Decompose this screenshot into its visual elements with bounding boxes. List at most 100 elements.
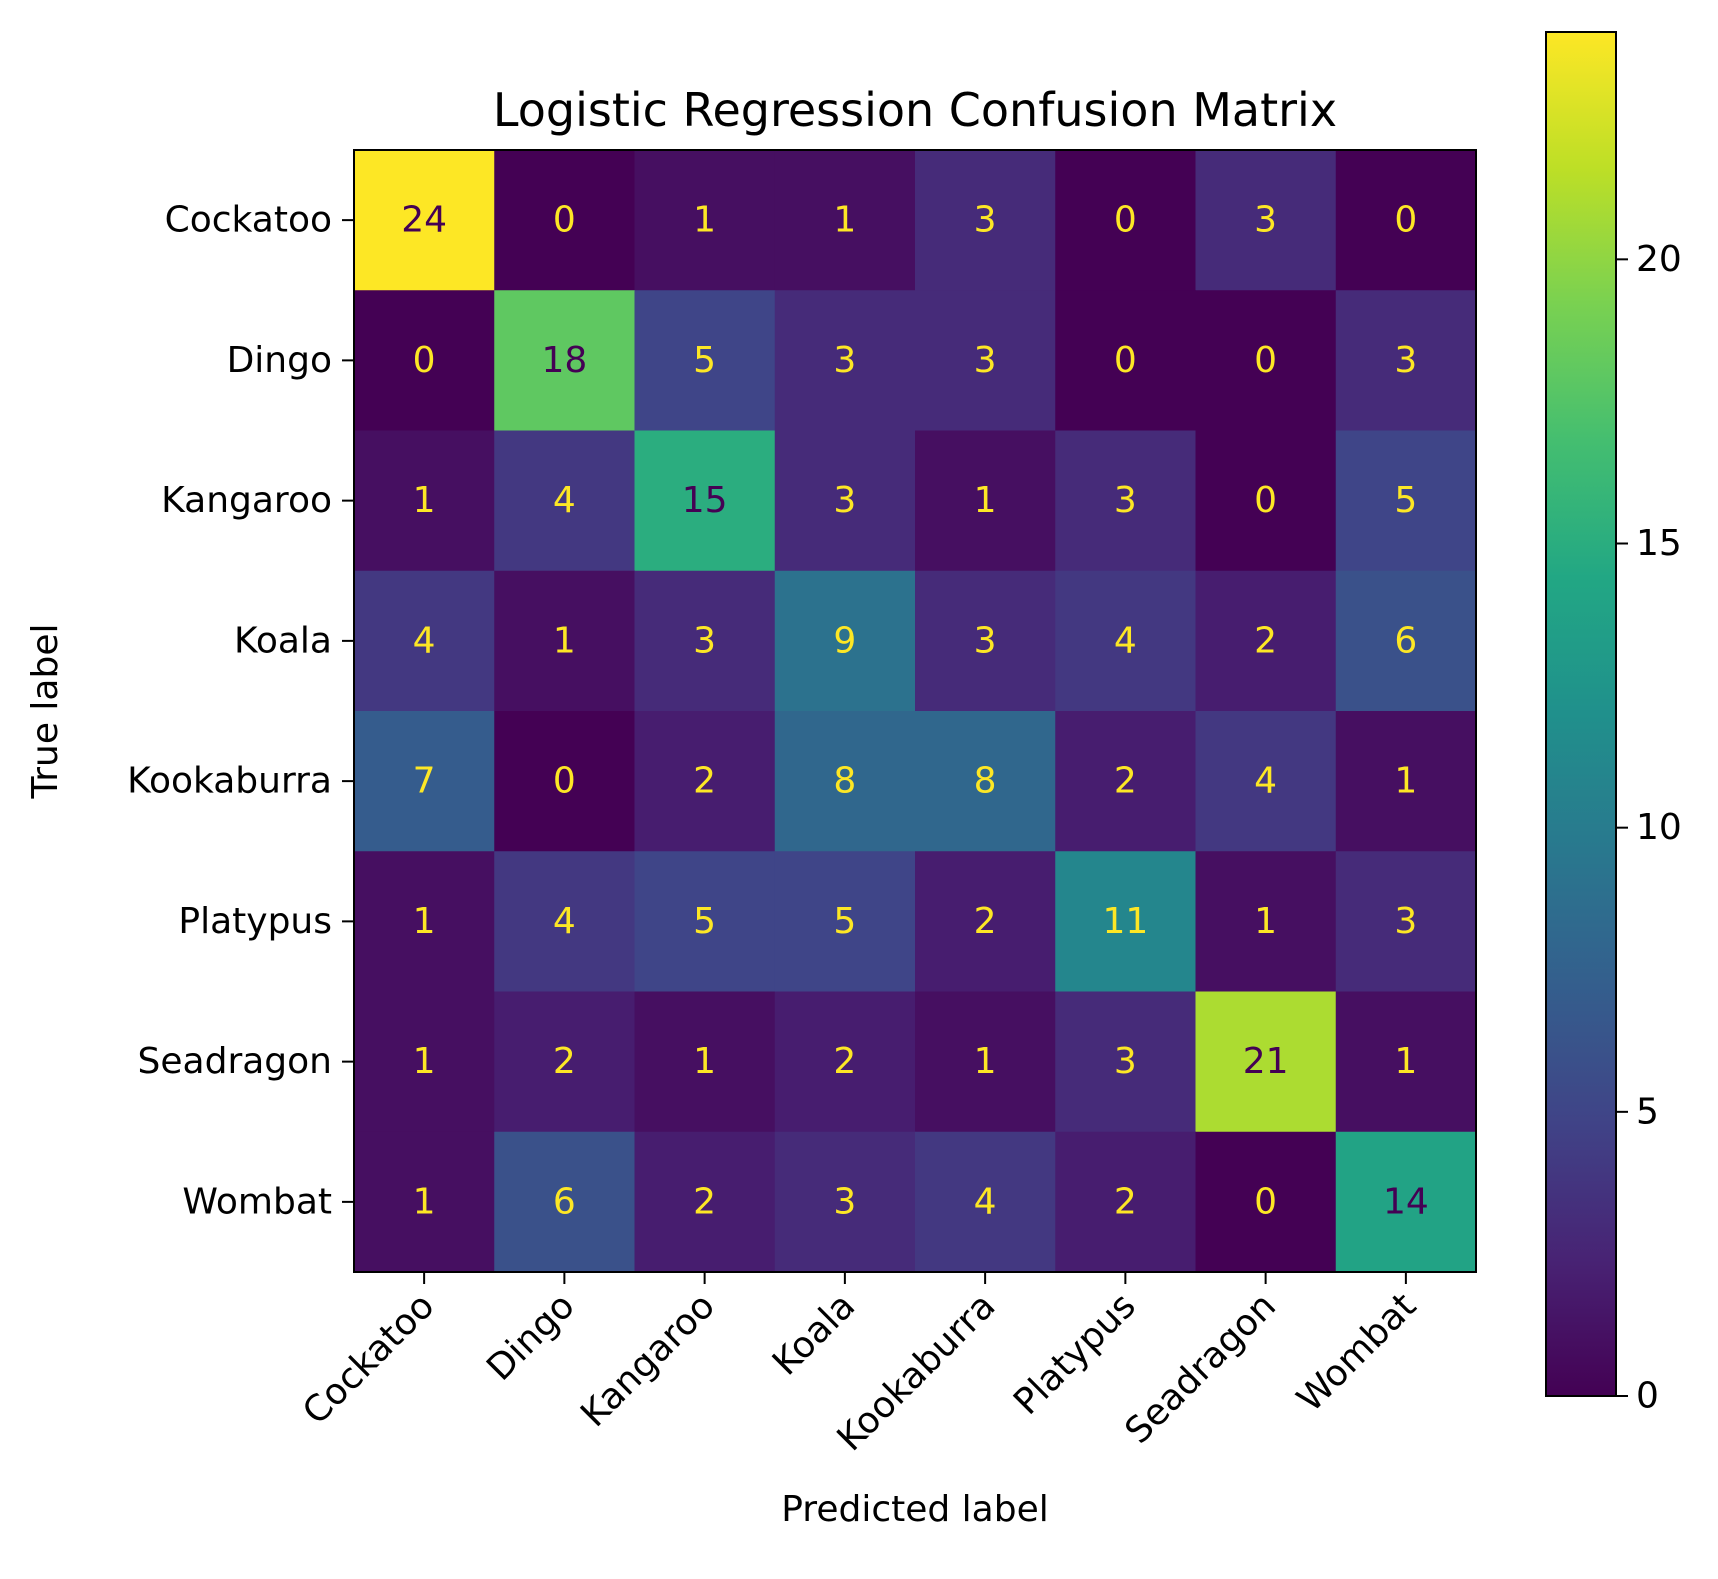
heatmap-cell: [915, 711, 1056, 852]
colorbar: [1545, 31, 1617, 1397]
heatmap-cell: [1195, 150, 1337, 291]
colorbar-tick-label: 0: [1636, 1376, 1659, 1417]
heatmap-cell: [494, 290, 635, 431]
heatmap-cell: [494, 711, 635, 852]
colorbar-tick-label: 15: [1636, 523, 1682, 564]
heatmap-cell: [354, 851, 495, 992]
heatmap-cell: [1055, 570, 1196, 712]
cell-value-label: 9: [833, 620, 856, 661]
heatmap-cell: [1195, 851, 1337, 992]
heatmap-cell: [494, 851, 635, 992]
heatmap-cell: [915, 430, 1056, 572]
heatmap-cell: [1335, 851, 1477, 992]
heatmap-cell: [354, 430, 495, 572]
heatmap-cell: [354, 991, 495, 1133]
heatmap-cell: [1335, 711, 1477, 852]
cell-value-label: 0: [413, 340, 436, 381]
heatmap-cell: [774, 711, 916, 852]
heatmap-cell: [1055, 991, 1196, 1133]
cell-value-label: 2: [1254, 620, 1277, 661]
heatmap-cell: [1335, 430, 1477, 572]
chart-title: Logistic Regression Confusion Matrix: [493, 83, 1337, 137]
heatmap-cell: [634, 150, 776, 291]
cell-value-label: 3: [693, 620, 716, 661]
cell-value-label: 1: [974, 480, 997, 521]
heatmap-cell: [634, 991, 776, 1133]
cell-value-label: 3: [833, 480, 856, 521]
cell-value-label: 4: [974, 1181, 997, 1222]
colorbar-tick-label: 10: [1636, 807, 1682, 848]
x-tick-label: Seadragon: [1117, 1285, 1284, 1452]
heatmap-cell: [1055, 150, 1196, 291]
heatmap-cell: [494, 430, 635, 572]
heatmap-cell: [1055, 1131, 1196, 1273]
heatmap-cell: [774, 991, 916, 1133]
heatmap-cells: [354, 150, 1477, 1273]
cell-value-label: 1: [553, 620, 576, 661]
cell-value-label: 2: [693, 1181, 716, 1222]
x-tick-label: Kangaroo: [573, 1285, 723, 1435]
heatmap-cell: [774, 150, 916, 291]
cell-value-label: 4: [413, 620, 436, 661]
heatmap-cell: [354, 570, 495, 712]
cell-value-label: 3: [1394, 340, 1417, 381]
y-tick-label: Cockatoo: [165, 200, 332, 241]
cell-value-label: 3: [974, 620, 997, 661]
heatmap-cell: [1335, 570, 1477, 712]
heatmap-cell: [915, 290, 1056, 431]
heatmap-cell: [774, 430, 916, 572]
colorbar-tick-label: 5: [1636, 1091, 1659, 1132]
x-axis-label: Predicted label: [781, 1489, 1049, 1530]
cell-value-label: 1: [974, 1041, 997, 1082]
heatmap-cell: [1335, 1131, 1477, 1273]
x-tick-label: Koala: [765, 1285, 863, 1383]
heatmap-cell: [915, 570, 1056, 712]
y-tick-label: Kookaburra: [127, 761, 332, 802]
y-tick-label: Seadragon: [138, 1041, 332, 1082]
cell-value-labels: 24 0 1 1 3 0 3 00 18 5 3 3 0 0 31 4 15 3 1 3 0 54 1 3 9 3 4 2 67 0 2 8 8…: [401, 200, 1429, 1223]
cell-value-label: 5: [693, 901, 716, 942]
cell-value-label: 15: [682, 480, 728, 521]
cell-value-label: 8: [833, 761, 856, 802]
cell-value-label: 0: [1114, 340, 1137, 381]
x-tick-label: Dingo: [479, 1285, 583, 1389]
cell-value-label: 1: [693, 200, 716, 241]
cell-value-label: 21: [1243, 1041, 1289, 1082]
cell-value-label: 4: [1254, 761, 1277, 802]
cell-value-label: 6: [1394, 620, 1417, 661]
cell-value-label: 14: [1383, 1181, 1429, 1222]
heatmap-cell: [774, 290, 916, 431]
heatmap-cell: [1195, 711, 1337, 852]
cell-value-label: 1: [1254, 901, 1277, 942]
cell-value-label: 5: [833, 901, 856, 942]
cell-value-label: 0: [553, 200, 576, 241]
cell-value-label: 2: [1114, 761, 1137, 802]
cell-value-label: 0: [1394, 200, 1417, 241]
cell-value-label: 2: [833, 1041, 856, 1082]
cell-value-label: 2: [1114, 1181, 1137, 1222]
cell-value-label: 1: [413, 1041, 436, 1082]
cell-value-label: 2: [553, 1041, 576, 1082]
heatmap-cell: [1195, 1131, 1337, 1273]
y-axis-label: True label: [25, 624, 66, 800]
x-tick-label: Cockatoo: [295, 1285, 442, 1432]
y-tick-label: Kangaroo: [161, 480, 332, 521]
cell-value-label: 11: [1102, 901, 1148, 942]
cell-value-label: 24: [401, 200, 447, 241]
heatmap-cell: [354, 150, 495, 291]
cell-value-label: 1: [833, 200, 856, 241]
heatmap-cell: [915, 851, 1056, 992]
y-tick-label: Koala: [234, 620, 332, 661]
cell-value-label: 3: [974, 200, 997, 241]
x-tick-label: Wombat: [1289, 1285, 1424, 1420]
cell-value-label: 0: [1254, 480, 1277, 521]
heatmap-cell: [634, 1131, 776, 1273]
heatmap-cell: [634, 711, 776, 852]
cell-value-label: 4: [553, 480, 576, 521]
cell-value-label: 0: [1114, 200, 1137, 241]
y-tick-label: Platypus: [178, 901, 332, 942]
colorbar-tick-label: 20: [1636, 239, 1682, 280]
cell-value-label: 2: [974, 901, 997, 942]
